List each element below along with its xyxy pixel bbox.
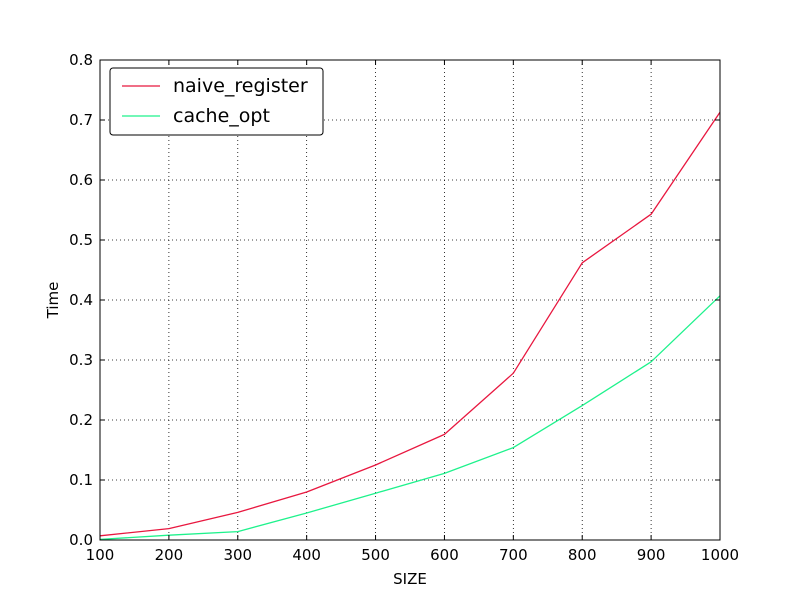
x-tick-label: 100 bbox=[86, 546, 115, 564]
tick-labels: 100 200 300 400 500 600 700 800 900 1000 0.0 0.1 0.2… bbox=[69, 51, 739, 564]
y-tick-label: 0.1 bbox=[69, 471, 93, 489]
y-tick-label: 0.5 bbox=[69, 231, 93, 249]
y-tick-label: 0.3 bbox=[69, 351, 93, 369]
legend-label: naive_register bbox=[173, 75, 308, 97]
legend: naive_register cache_opt bbox=[109, 67, 324, 136]
legend-box bbox=[109, 67, 324, 136]
y-tick-label: 0.2 bbox=[69, 411, 93, 429]
grid bbox=[100, 60, 720, 540]
y-tick-label: 0.4 bbox=[69, 291, 93, 309]
x-tick-label: 700 bbox=[499, 546, 528, 564]
x-tick-label: 300 bbox=[223, 546, 252, 564]
y-axis-label: Time bbox=[44, 282, 62, 320]
ticks bbox=[99, 59, 721, 541]
legend-label: cache_opt bbox=[173, 105, 270, 127]
series-line-cache-opt bbox=[99, 295, 721, 541]
x-tick-label: 800 bbox=[568, 546, 597, 564]
x-tick-label: 200 bbox=[155, 546, 184, 564]
x-axis-label: SIZE bbox=[393, 570, 427, 588]
x-tick-label: 1000 bbox=[701, 546, 739, 564]
series-layer bbox=[99, 111, 721, 541]
y-tick-label: 0.8 bbox=[69, 51, 93, 69]
series-line-naive-register bbox=[99, 111, 721, 537]
y-tick-label: 0.0 bbox=[69, 531, 93, 549]
y-tick-label: 0.6 bbox=[69, 171, 93, 189]
x-tick-label: 400 bbox=[292, 546, 321, 564]
x-tick-label: 600 bbox=[430, 546, 459, 564]
x-tick-label: 500 bbox=[361, 546, 390, 564]
y-tick-label: 0.7 bbox=[69, 111, 93, 129]
x-tick-label: 900 bbox=[637, 546, 666, 564]
